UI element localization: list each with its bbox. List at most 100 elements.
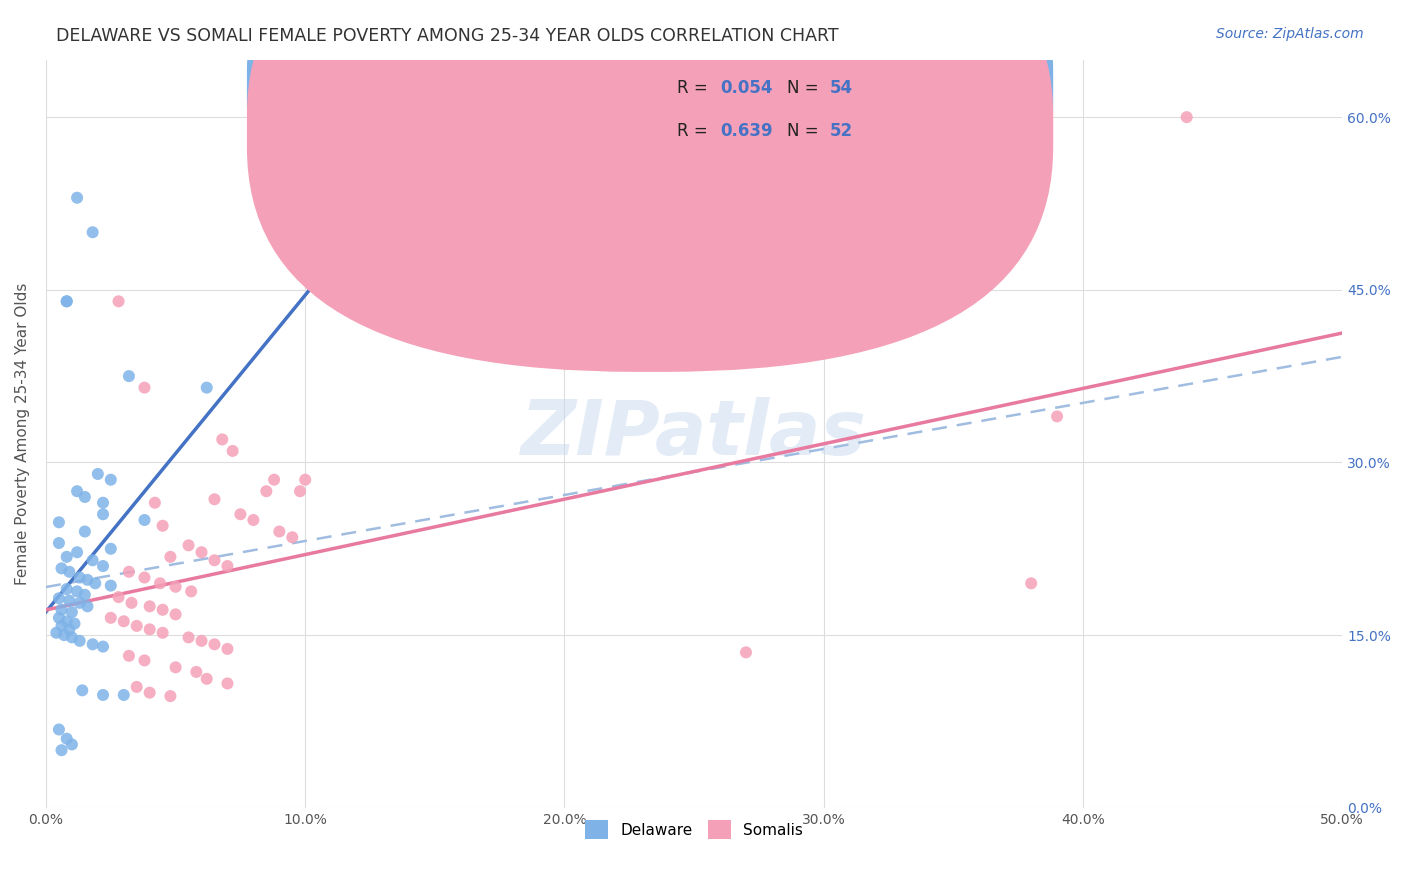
Point [263,473,285,487]
Y-axis label: Female Poverty Among 25-34 Year Olds: Female Poverty Among 25-34 Year Olds [15,283,30,585]
Point [118,565,141,579]
Point [55,582,77,596]
Point [221,444,243,458]
Point [82,637,104,651]
Point [91,688,114,702]
Point [195,381,218,395]
Point [58,565,80,579]
Point [121,596,143,610]
Point [134,381,156,395]
Point [143,496,166,510]
Point [152,603,174,617]
FancyBboxPatch shape [247,0,1053,372]
Point [281,530,304,544]
Text: N =: N = [787,79,824,97]
Point [91,496,114,510]
Point [204,492,226,507]
Point [112,688,135,702]
Point [134,653,156,667]
Point [66,484,89,499]
Point [48,591,70,606]
Text: 54: 54 [830,79,853,97]
Point [53,628,76,642]
Point [190,545,212,559]
Point [165,607,187,622]
Point [73,588,96,602]
Text: N =: N = [787,122,824,140]
Point [118,648,141,663]
Text: 0.054: 0.054 [720,79,772,97]
Point [72,683,94,698]
Point [91,640,114,654]
Point [165,580,187,594]
Point [217,641,239,656]
Point [76,599,98,614]
Text: 0.639: 0.639 [720,122,773,140]
Point [204,553,226,567]
Point [76,573,98,587]
Point [55,294,77,309]
Point [138,686,160,700]
Point [66,191,89,205]
Point [55,549,77,564]
Text: Source: ZipAtlas.com: Source: ZipAtlas.com [1216,27,1364,41]
Point [45,625,67,640]
Point [69,570,91,584]
Point [48,516,70,530]
Text: ZIPatlas: ZIPatlas [522,397,868,471]
Point [73,490,96,504]
Point [152,518,174,533]
Point [269,524,291,539]
Point [294,473,316,487]
Point [73,524,96,539]
Point [84,576,107,591]
Point [204,637,226,651]
Point [48,536,70,550]
Point [55,731,77,746]
Point [735,645,758,659]
Point [1046,409,1069,424]
Point [66,545,89,559]
Point [195,672,218,686]
Text: R =: R = [678,79,713,97]
Point [107,294,129,309]
Point [242,513,264,527]
Legend: Delaware, Somalis: Delaware, Somalis [579,814,808,845]
Point [51,619,73,633]
Point [125,680,148,694]
Point [69,596,91,610]
Point [100,541,122,556]
Point [180,584,202,599]
Point [134,570,156,584]
Point [186,665,208,679]
FancyBboxPatch shape [623,67,966,153]
Point [91,508,114,522]
Point [217,559,239,574]
Point [63,616,86,631]
Point [48,611,70,625]
Point [55,615,77,629]
Point [134,513,156,527]
Point [159,549,181,564]
Point [48,723,70,737]
Point [87,467,110,481]
Point [51,743,73,757]
Point [138,623,160,637]
Point [112,615,135,629]
Point [60,631,83,645]
Point [217,676,239,690]
Point [58,623,80,637]
Point [159,689,181,703]
Point [177,631,200,645]
Point [152,625,174,640]
Point [82,225,104,239]
FancyBboxPatch shape [247,0,1053,329]
Point [165,660,187,674]
Text: DELAWARE VS SOMALI FEMALE POVERTY AMONG 25-34 YEAR OLDS CORRELATION CHART: DELAWARE VS SOMALI FEMALE POVERTY AMONG … [56,27,839,45]
Point [55,294,77,309]
Point [107,590,129,604]
Point [60,738,83,752]
Point [1175,110,1198,124]
Point [149,576,172,591]
Point [51,603,73,617]
